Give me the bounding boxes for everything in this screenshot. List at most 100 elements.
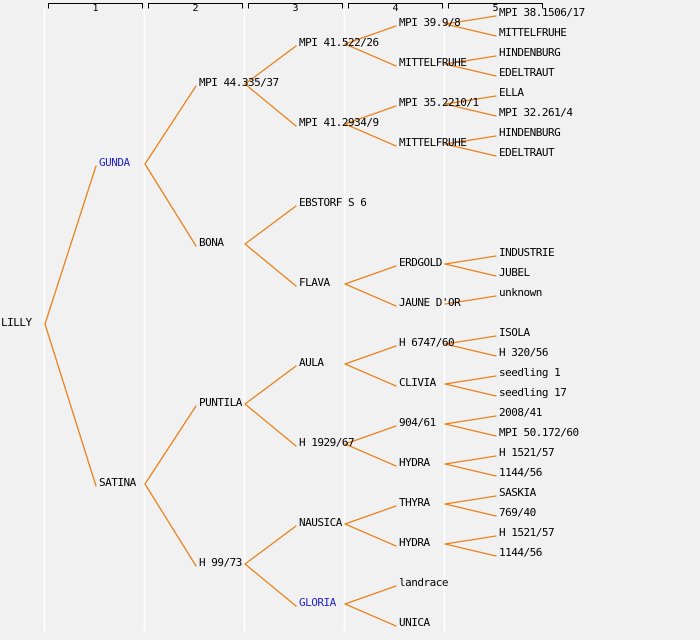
pedigree-edge: [444, 543, 497, 557]
pedigree-edge: [344, 265, 397, 285]
pedigree-edge: [344, 105, 397, 125]
node-ebstorf-s-6: EBSTORF S 6: [299, 196, 366, 209]
node-edeltraut: EDELTRAUT: [499, 146, 555, 159]
pedigree-edge: [444, 423, 497, 437]
pedigree-edge: [444, 455, 497, 465]
node-mpi-44-335-37: MPI 44.335/37: [199, 76, 279, 89]
pedigree-edge: [344, 25, 397, 45]
pedigree-edge: [344, 123, 397, 147]
node-mpi-41-522-26: MPI 41.522/26: [299, 36, 379, 49]
pedigree-edge: [444, 383, 497, 397]
node-mpi-39-9-8: MPI 39.9/8: [399, 16, 460, 29]
node-seedling-17: seedling 17: [499, 386, 566, 399]
generation-bracket: [348, 3, 443, 9]
pedigree-edge: [244, 83, 297, 127]
pedigree-edge: [444, 375, 497, 385]
node-2008-41: 2008/41: [499, 406, 542, 419]
node-nausica: NAUSICA: [299, 516, 343, 529]
pedigree-edge: [244, 563, 297, 607]
node-1144-56: 1144/56: [499, 546, 542, 559]
pedigree-edge: [244, 45, 297, 85]
node-thyra: THYRA: [399, 496, 430, 509]
pedigree-edge: [44, 323, 97, 487]
node-ella: ELLA: [499, 86, 524, 99]
node-satina: SATINA: [99, 476, 137, 489]
node-904-61: 904/61: [399, 416, 436, 429]
node-hindenburg: HINDENBURG: [499, 126, 560, 139]
pedigree-edge: [444, 255, 497, 265]
generation-number: 3: [292, 3, 298, 14]
generation-bracket: [448, 3, 543, 9]
node-jaune-d-or: JAUNE D'OR: [399, 296, 461, 309]
pedigree-edge: [444, 55, 497, 65]
node-769-40: 769/40: [499, 506, 536, 519]
node-bona: BONA: [199, 236, 224, 249]
generation-number: 2: [192, 3, 198, 14]
node-hindenburg: HINDENBURG: [499, 46, 560, 59]
node-mpi-38-1506-17: MPI 38.1506/17: [499, 6, 585, 19]
node-clivia: CLIVIA: [399, 376, 437, 389]
pedigree-edge: [44, 165, 97, 325]
node-h-1929-67: H 1929/67: [299, 436, 354, 449]
pedigree-edge: [444, 335, 497, 345]
node-hydra: HYDRA: [399, 536, 430, 549]
node-saskia: SASKIA: [499, 486, 537, 499]
node-mpi-32-261-4: MPI 32.261/4: [499, 106, 573, 119]
pedigree-edge: [444, 503, 497, 517]
pedigree-edge: [444, 535, 497, 545]
pedigree-edge: [344, 523, 397, 547]
pedigree-edge: [244, 403, 297, 447]
pedigree-edge: [144, 405, 197, 485]
pedigree-edge: [444, 463, 497, 477]
pedigree-edge: [144, 85, 197, 165]
node-mittelfruhe: MITTELFRUHE: [499, 26, 566, 39]
pedigree-edge: [444, 143, 497, 157]
node-mpi-50-172-60: MPI 50.172/60: [499, 426, 579, 439]
node-puntila: PUNTILA: [199, 396, 243, 409]
pedigree-edge: [244, 365, 297, 405]
pedigree-edge: [444, 23, 497, 37]
generation-bracket: [148, 3, 243, 9]
node-erdgold: ERDGOLD: [399, 256, 442, 269]
pedigree-edge: [344, 585, 397, 605]
pedigree-edge: [344, 443, 397, 467]
pedigree-edge: [344, 283, 397, 307]
generation-number: 5: [492, 3, 498, 14]
pedigree-edge: [244, 205, 297, 245]
node-lilly: LILLY: [1, 316, 32, 329]
pedigree-edge: [344, 43, 397, 67]
node-flava: FLAVA: [299, 276, 330, 289]
node-seedling-1: seedling 1: [499, 366, 560, 379]
node-gunda[interactable]: GUNDA: [99, 156, 131, 169]
generation-bracket: [48, 3, 143, 9]
node-mittelfruhe: MITTELFRUHE: [399, 136, 466, 149]
pedigree-edge: [344, 425, 397, 445]
node-landrace: landrace: [399, 576, 448, 589]
node-h-1521-57: H 1521/57: [499, 446, 554, 459]
pedigree-edge: [444, 415, 497, 425]
node-unknown: unknown: [499, 286, 542, 299]
pedigree-edge: [444, 263, 497, 277]
node-1144-56: 1144/56: [499, 466, 542, 479]
generation-bracket: [248, 3, 343, 9]
node-gloria[interactable]: GLORIA: [299, 596, 337, 609]
node-jubel: JUBEL: [499, 266, 530, 279]
generation-number: 1: [92, 3, 98, 14]
node-mittelfruhe: MITTELFRUHE: [399, 56, 466, 69]
node-hydra: HYDRA: [399, 456, 430, 469]
node-mpi-35-2210-1: MPI 35.2210/1: [399, 96, 479, 109]
pedigree-edge: [344, 345, 397, 365]
generation-number: 4: [392, 3, 398, 14]
node-h-1521-57: H 1521/57: [499, 526, 554, 539]
pedigree-edge: [444, 343, 497, 357]
node-isola: ISOLA: [499, 326, 530, 339]
node-h-320-56: H 320/56: [499, 346, 548, 359]
node-unica: UNICA: [399, 616, 430, 629]
pedigree-edge: [144, 483, 197, 567]
pedigree-edge: [144, 163, 197, 247]
pedigree-edge: [344, 603, 397, 627]
pedigree-edge: [244, 243, 297, 287]
node-industrie: INDUSTRIE: [499, 246, 554, 259]
